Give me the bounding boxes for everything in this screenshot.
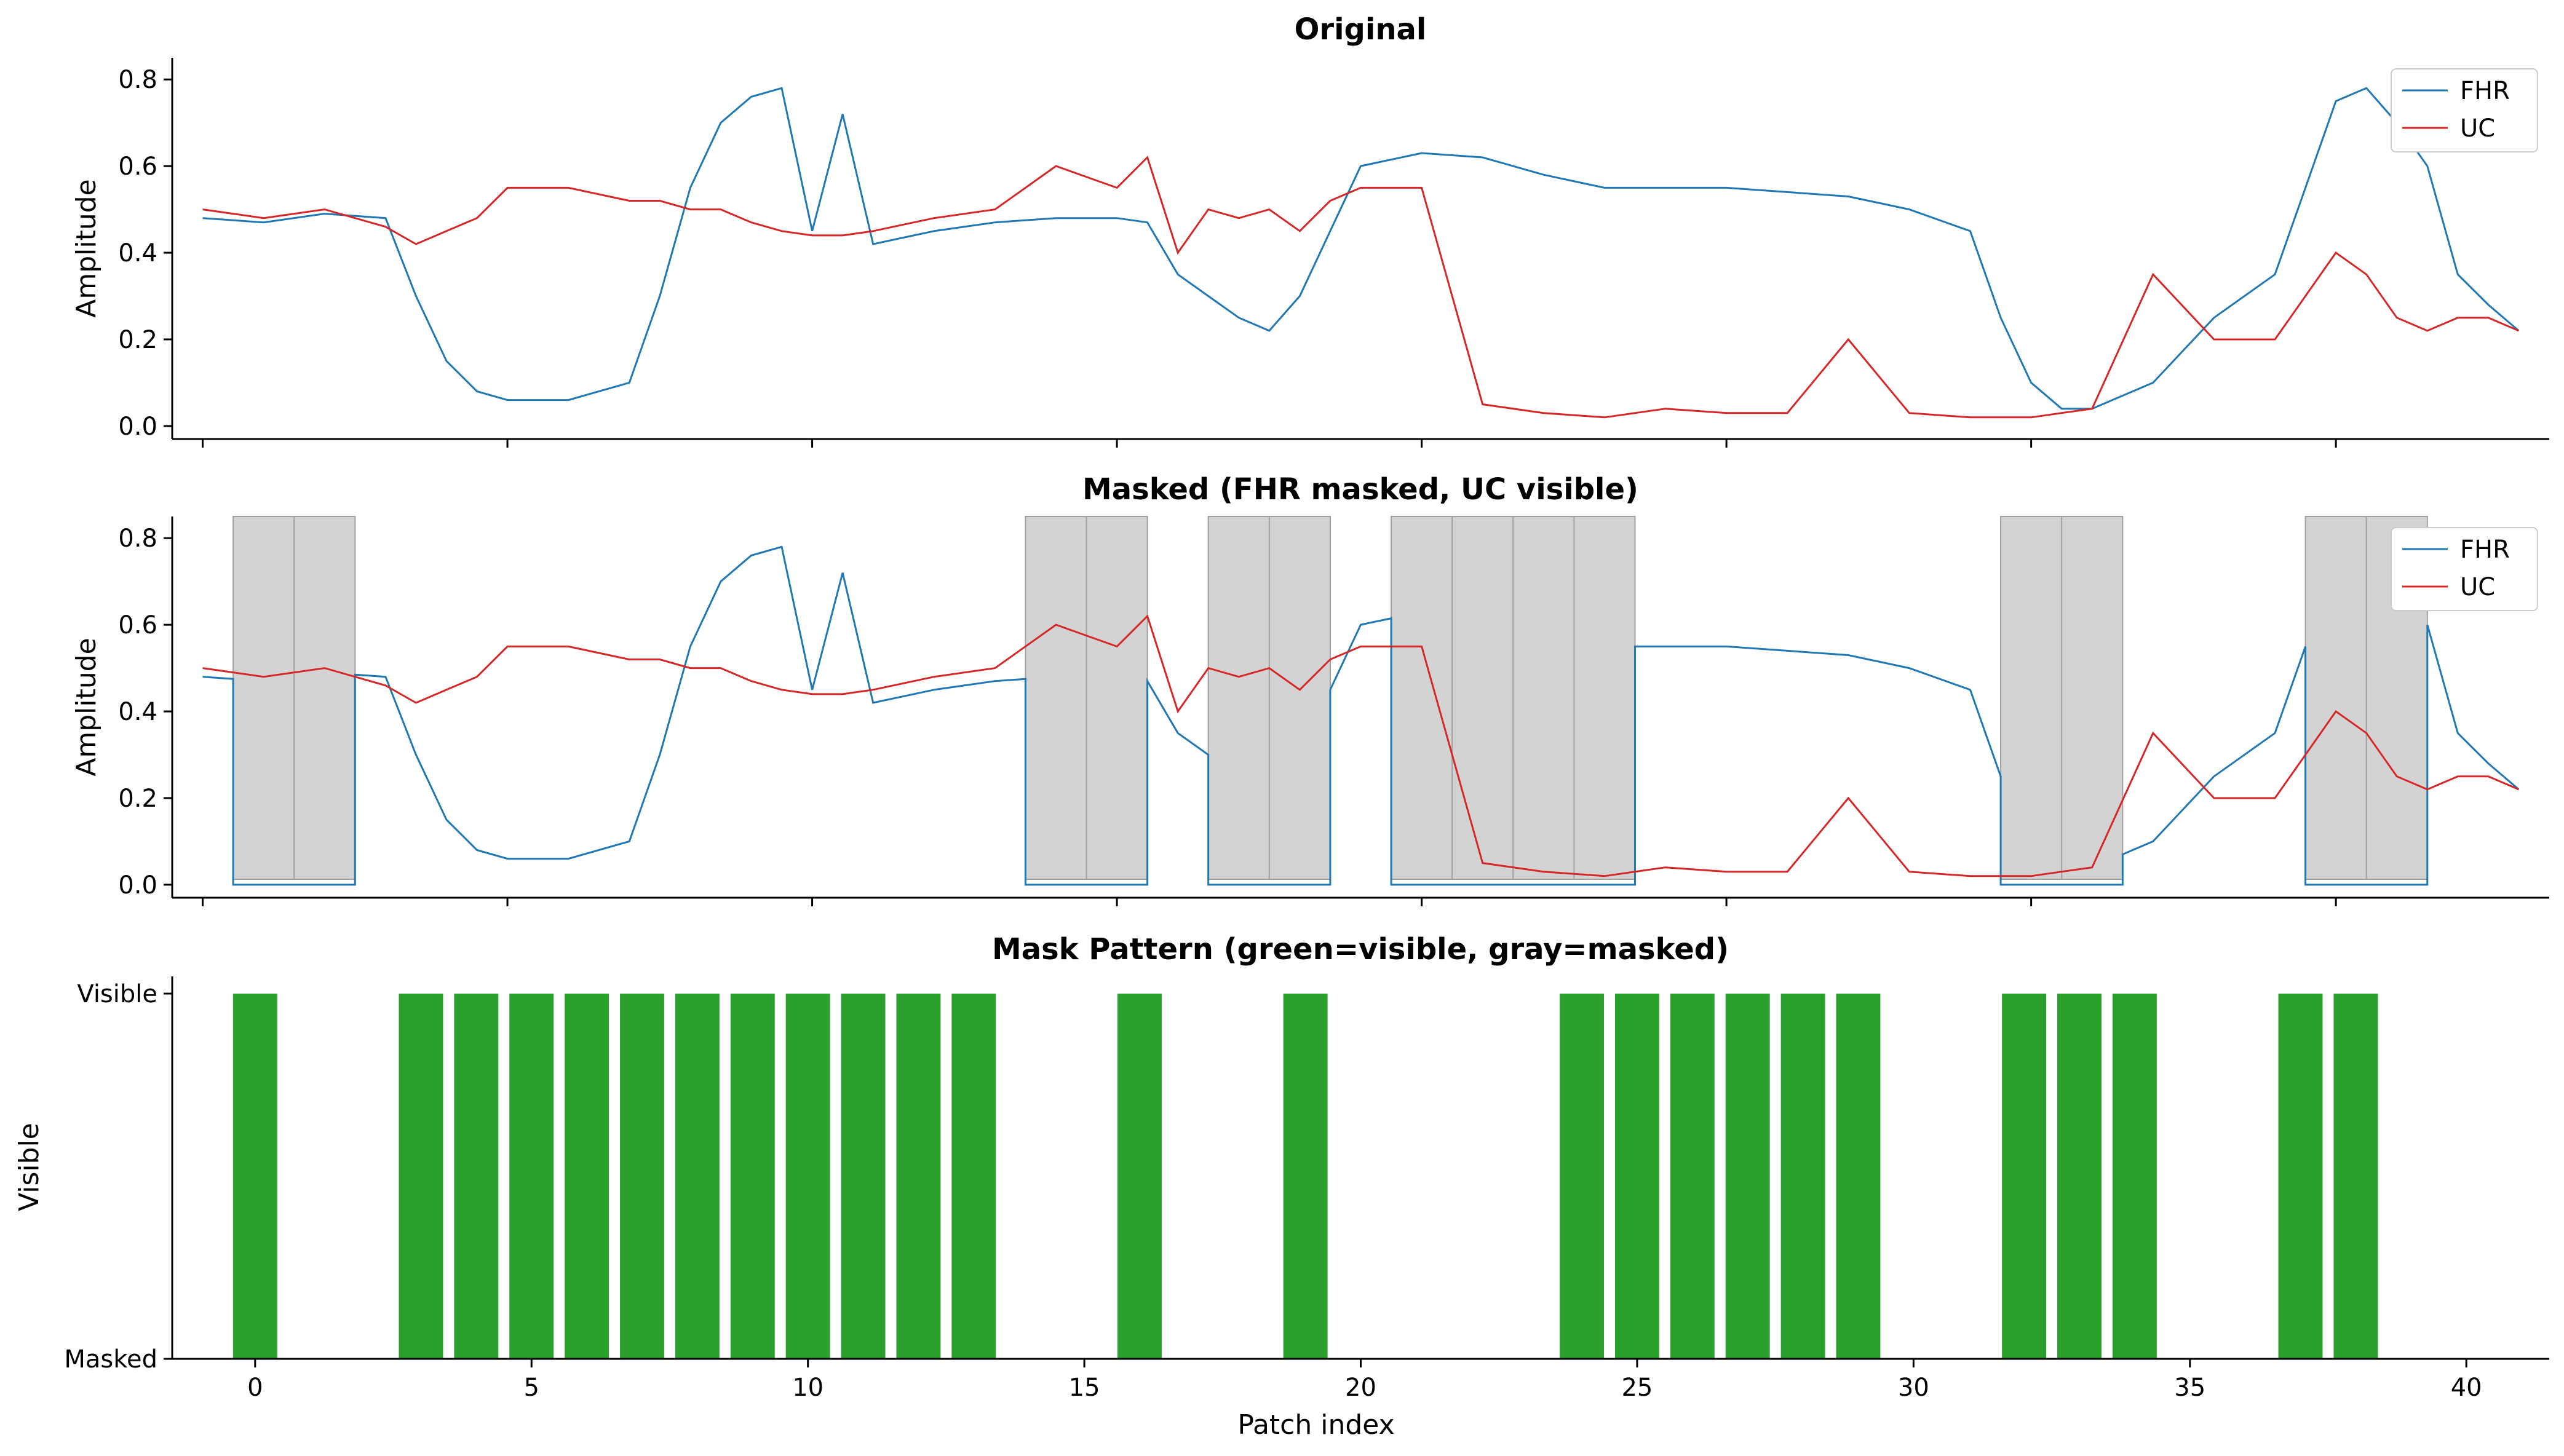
panel-masked-legend-fhr-label: FHR xyxy=(2460,536,2510,564)
mask-pattern-bar xyxy=(730,994,775,1359)
mask-pattern-bar xyxy=(2002,994,2047,1359)
mask-pattern-bar xyxy=(1780,994,1825,1359)
mask-pattern-bar xyxy=(951,994,996,1359)
panel-original-uc-line xyxy=(202,156,2519,419)
y-tick-label: 0.4 xyxy=(118,698,157,726)
panel-mask-pattern-x-ticks: 0 5 10 15 20 25 30 35 40 xyxy=(247,1359,2482,1402)
mask-pattern-bar xyxy=(1670,994,1715,1359)
x-tick-label: 40 xyxy=(2451,1374,2482,1402)
panel-original-ylabel: Amplitude xyxy=(71,179,102,317)
panel-original-title: Original xyxy=(1295,12,1427,47)
panel-masked-x-ticks xyxy=(202,898,2337,906)
panel-mask-pattern-ylabel: Visible xyxy=(14,1123,45,1211)
panel-masked: Masked (FHR masked, UC visible) 0.00.20.… xyxy=(71,472,2549,906)
x-tick-label: 10 xyxy=(792,1374,824,1402)
panel-masked-legend-uc-label: UC xyxy=(2460,573,2495,601)
y-tick-label: 0.4 xyxy=(118,239,157,267)
y-tick-label: Masked xyxy=(64,1345,157,1374)
mask-pattern-bar xyxy=(565,994,609,1359)
x-tick-label: 35 xyxy=(2174,1374,2205,1402)
panel-original-fhr-line xyxy=(202,87,2520,410)
mask-pattern-bar xyxy=(509,994,554,1359)
mask-pattern-bar xyxy=(620,994,664,1359)
mask-pattern-bar xyxy=(454,994,499,1359)
panel-mask-pattern-title: Mask Pattern (green=visible, gray=masked… xyxy=(992,932,1729,967)
panel-original-legend-fhr-label: FHR xyxy=(2460,77,2510,105)
panel-original: Original 0.0 0.2 0.4 0.6 0.8 Amplitude FHR U… xyxy=(71,12,2549,448)
mask-pattern-bar xyxy=(785,994,830,1359)
mask-pattern-bar xyxy=(841,994,886,1359)
mask-pattern-bar xyxy=(896,994,941,1359)
mask-pattern-bar xyxy=(1283,994,1328,1359)
y-tick-label: 0.0 xyxy=(118,413,157,441)
y-tick-label: 0.2 xyxy=(118,785,157,813)
mask-pattern-bar xyxy=(1836,994,1881,1359)
panel-masked-title: Masked (FHR masked, UC visible) xyxy=(1082,472,1638,507)
mask-pattern-bar xyxy=(1614,994,1659,1359)
panel-original-legend-uc-label: UC xyxy=(2460,114,2495,143)
y-tick-label: 0.8 xyxy=(118,524,157,553)
x-tick-label: 20 xyxy=(1345,1374,1376,1402)
panel-masked-y-ticks: 0.0 0.2 0.4 0.6 0.8 xyxy=(118,524,172,900)
mask-pattern-bar xyxy=(1117,994,1162,1359)
x-tick-label: 0 xyxy=(247,1374,263,1402)
panel-original-legend: FHR UC xyxy=(2391,68,2538,152)
x-tick-label: 30 xyxy=(1898,1374,1929,1402)
mask-pattern-bar xyxy=(2112,994,2157,1359)
panel-masked-ylabel: Amplitude xyxy=(71,638,102,776)
panel-masked-uc-line xyxy=(202,614,2519,877)
mask-pattern-bar xyxy=(2278,994,2323,1359)
panel-masked-legend: FHR UC xyxy=(2391,527,2538,611)
y-tick-label: 0.6 xyxy=(118,611,157,639)
panel-original-y-ticks: 0.0 0.2 0.4 0.6 0.8 xyxy=(118,66,172,441)
mask-pattern-bar xyxy=(1725,994,1770,1359)
mask-pattern-bar xyxy=(1560,994,1604,1359)
panel-mask-pattern: Mask Pattern (green=visible, gray=masked… xyxy=(14,932,2549,1441)
panel-mask-pattern-bars xyxy=(232,994,2378,1359)
mask-pattern-bar xyxy=(2057,994,2102,1359)
panel-mask-pattern-y-ticks: Masked Visible xyxy=(64,980,172,1374)
panel-masked-fhr-line xyxy=(202,545,2520,886)
y-tick-label: 0.2 xyxy=(118,326,157,354)
panel-mask-pattern-xlabel: Patch index xyxy=(1237,1409,1394,1441)
y-tick-label: 0.0 xyxy=(118,871,157,900)
y-tick-label: 0.6 xyxy=(118,152,157,181)
y-tick-label: Visible xyxy=(77,980,157,1008)
x-tick-label: 15 xyxy=(1069,1374,1100,1402)
x-tick-label: 5 xyxy=(524,1374,539,1402)
mask-pattern-bar xyxy=(232,994,277,1359)
mask-pattern-bar xyxy=(2333,994,2378,1359)
mask-pattern-bar xyxy=(675,994,720,1359)
panel-original-x-ticks xyxy=(202,439,2337,448)
mask-pattern-bar xyxy=(399,994,443,1359)
x-tick-label: 25 xyxy=(1621,1374,1653,1402)
y-tick-label: 0.8 xyxy=(118,66,157,94)
